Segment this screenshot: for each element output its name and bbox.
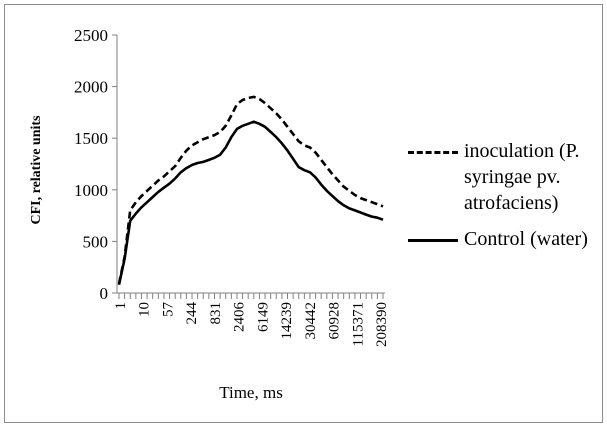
- legend-entry-inoculation: inoculation (P. syringae pv. atrofaciens…: [408, 138, 603, 216]
- legend-label-inoculation: inoculation (P. syringae pv. atrofaciens…: [464, 140, 580, 214]
- x-tick-label: 831: [208, 302, 224, 325]
- x-tick-label: 57: [160, 302, 176, 318]
- y-tick-label: 1500: [74, 129, 108, 148]
- legend: inoculation (P. syringae pv. atrofaciens…: [408, 138, 603, 252]
- x-tick-label: 244: [184, 302, 200, 325]
- y-axis-ticks: 0 500 1000 1500 2000 2500: [74, 26, 117, 303]
- y-tick-label: 1000: [74, 181, 108, 200]
- x-tick-label: 2406: [232, 302, 248, 333]
- y-tick-label: 2000: [74, 78, 108, 97]
- y-tick-label: 500: [83, 232, 109, 251]
- series-line-inoculation: [117, 95, 384, 284]
- legend-swatch-solid: [408, 239, 458, 242]
- legend-label-control: Control (water): [464, 228, 588, 250]
- y-axis-label: CFI, relative units: [29, 115, 44, 225]
- x-tick-label: 14239: [279, 302, 295, 340]
- legend-entry-control: Control (water): [408, 226, 603, 252]
- series-line-control: [117, 120, 384, 285]
- y-tick-label: 2500: [74, 26, 108, 45]
- x-tick-label: 208390: [374, 302, 390, 347]
- x-tick-label: 10: [137, 302, 153, 317]
- series-lines: [117, 95, 384, 285]
- legend-swatch-dashed: [408, 151, 458, 154]
- x-tick-label: 6149: [255, 302, 271, 332]
- y-tick-label: 0: [100, 284, 109, 303]
- x-tick-label: 115371: [350, 302, 366, 346]
- x-tick-label: 60928: [327, 302, 343, 340]
- x-tick-label: 30442: [303, 302, 319, 340]
- x-tick-label: 1: [113, 302, 129, 310]
- chart-frame: [4, 4, 603, 423]
- x-axis-ticks: 1 10 57 244 831 2406 6149 14239 30442 60928 115371…: [113, 293, 390, 347]
- x-axis-label: Time, ms: [219, 383, 283, 402]
